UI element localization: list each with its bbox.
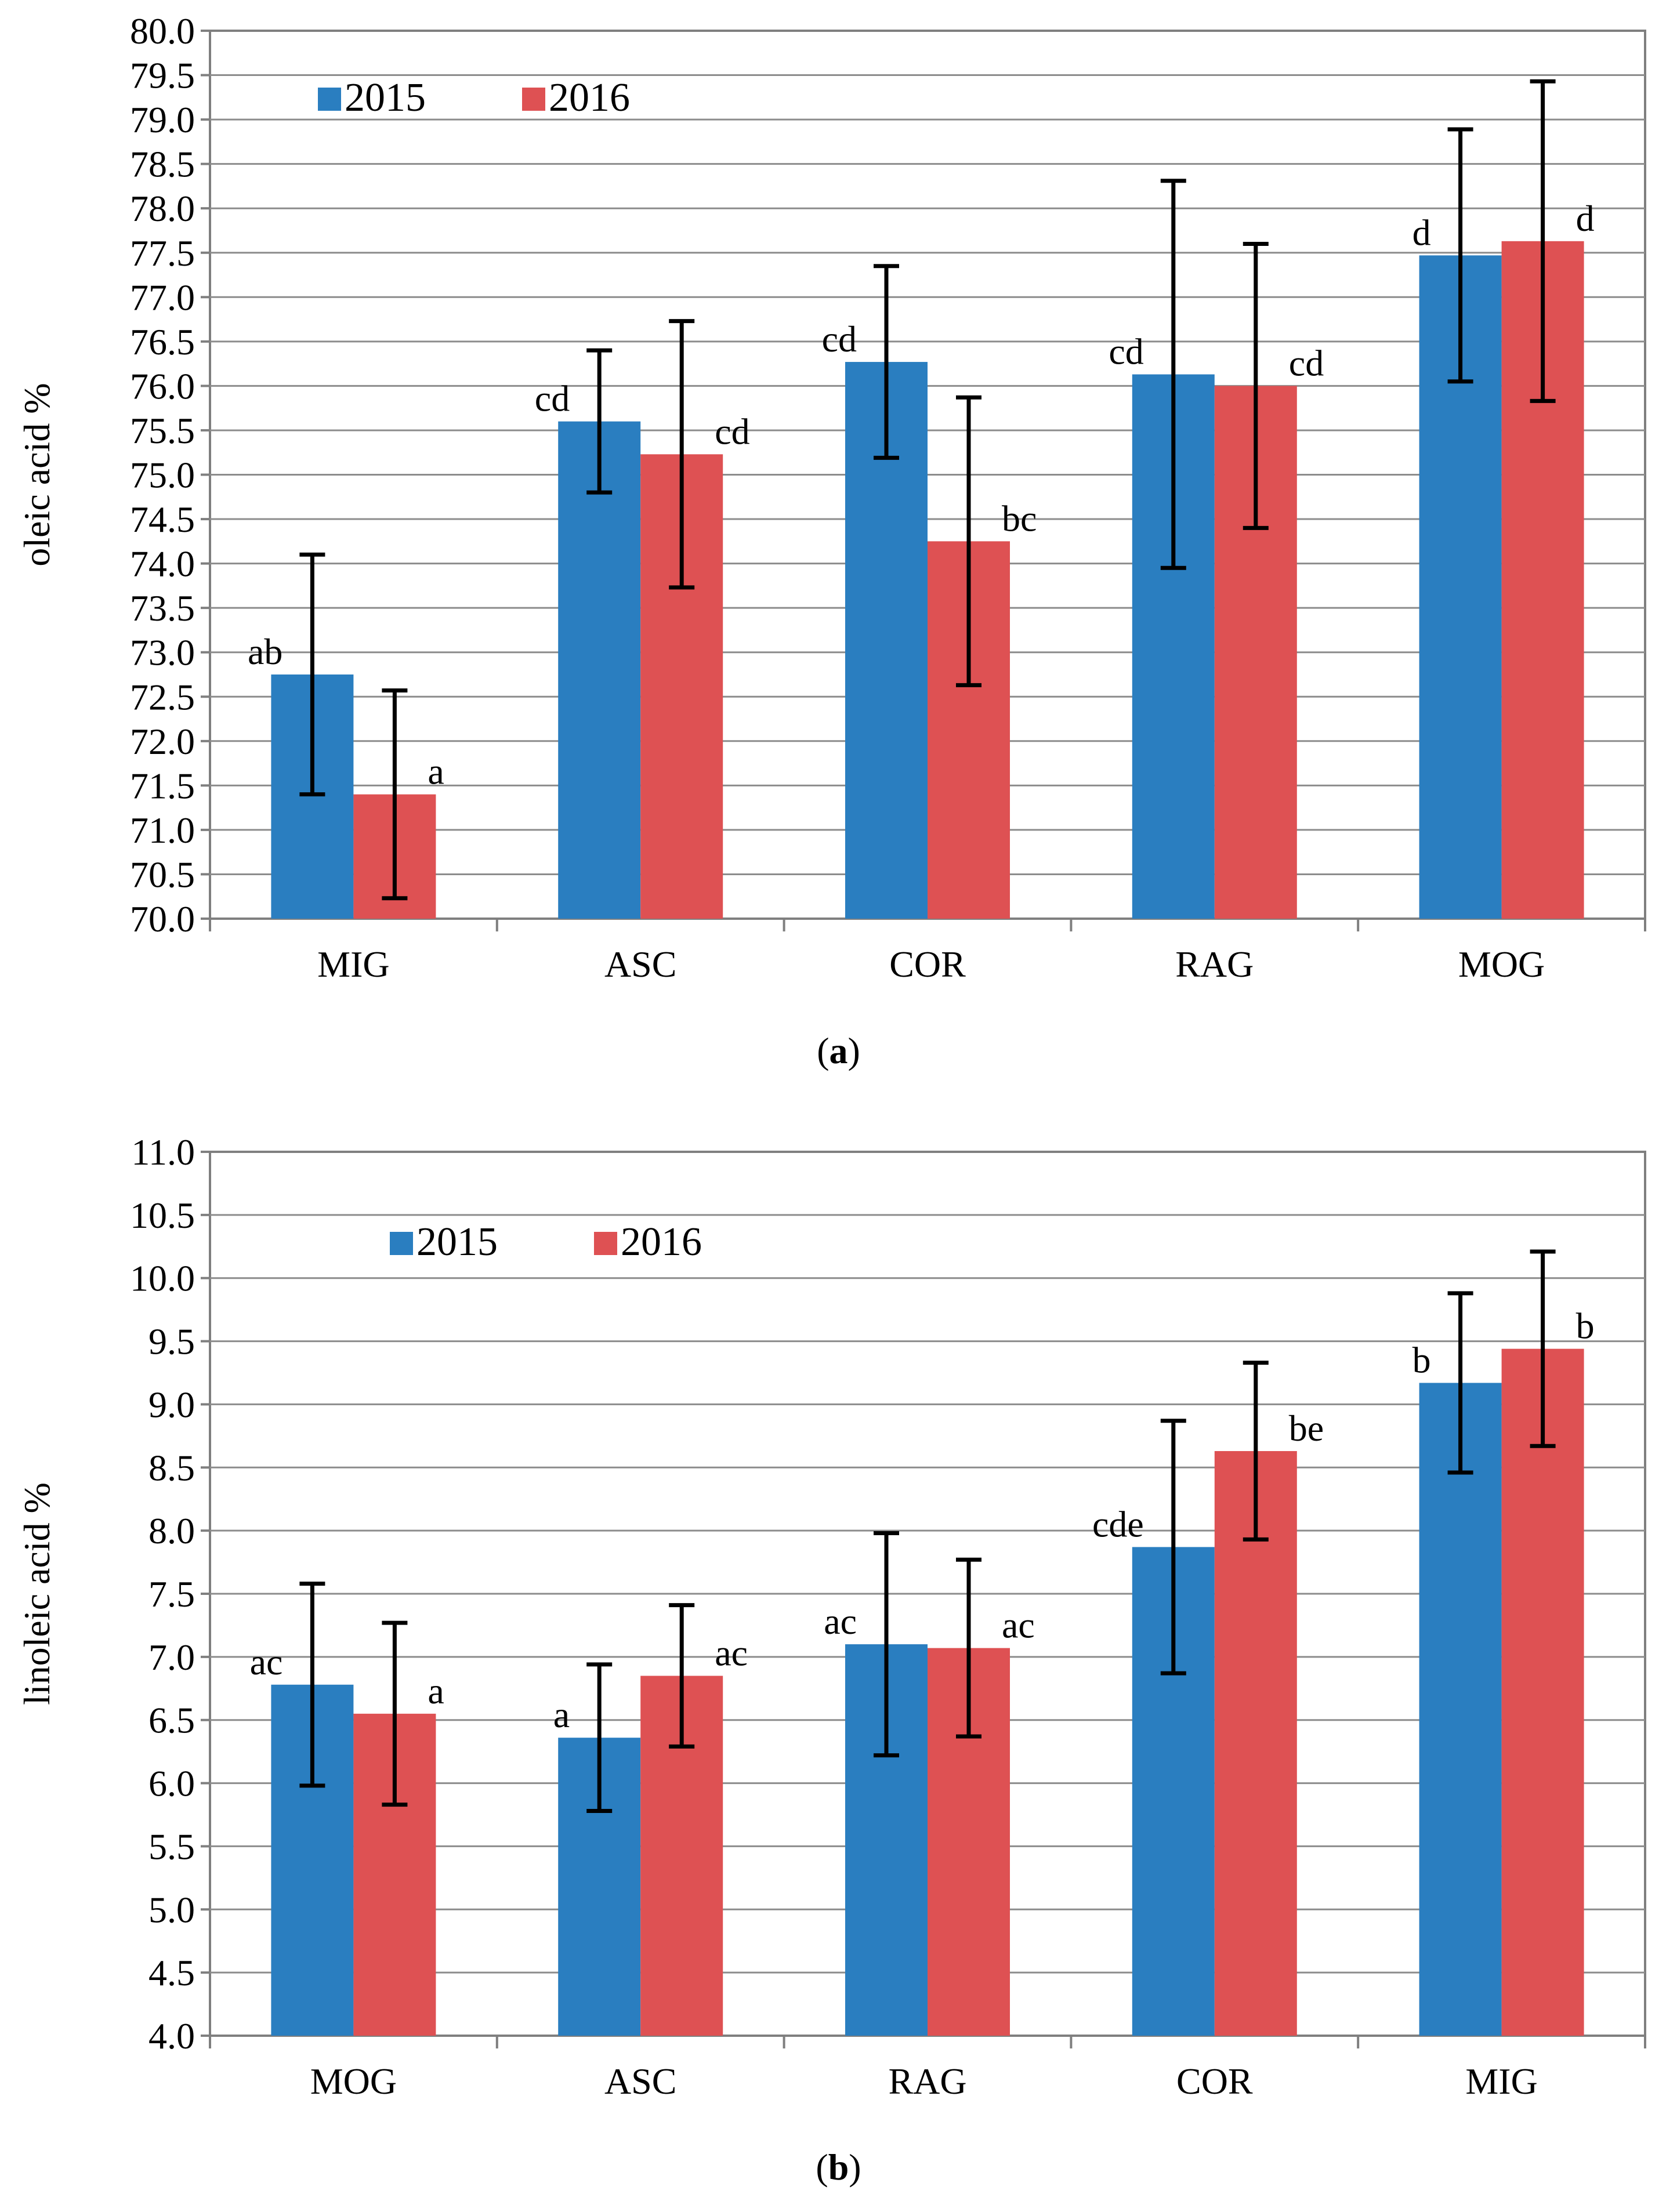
y-tick-label: 73.0 [130,632,195,673]
y-tick-label: 6.5 [148,1700,195,1741]
significance-label: cd [715,411,749,452]
y-tick-label: 79.0 [130,99,195,140]
significance-label: cd [535,378,570,419]
legend-swatch-2015 [318,88,341,111]
significance-label: b [1576,1306,1595,1347]
bar-2016-cor [1214,1451,1297,2036]
y-tick-label: 4.0 [148,2015,195,2057]
y-tick-label: 9.5 [148,1321,195,1362]
bar-2015-mig [1419,1383,1502,2036]
y-tick-label: 75.0 [130,455,195,496]
legend-swatch-2016 [522,88,545,111]
y-tick-label: 76.0 [130,365,195,407]
significance-label: ac [824,1601,857,1642]
x-category-label: RAG [1175,944,1254,985]
y-tick-label: 72.5 [130,676,195,717]
significance-label: cde [1092,1503,1144,1544]
significance-label: cd [1289,342,1324,383]
y-tick-label: 5.5 [148,1826,195,1867]
significance-label: a [428,751,444,792]
significance-label: d [1576,198,1595,239]
y-tick-label: 79.5 [130,55,195,96]
y-tick-label: 7.0 [148,1637,195,1678]
y-tick-label: 70.0 [130,898,195,940]
y-tick-label: 8.5 [148,1447,195,1488]
significance-label: be [1289,1408,1324,1449]
x-category-label: COR [1176,2061,1253,2102]
caption-panel-a: (a) [817,1030,860,1071]
caption-panel-b: (b) [816,2146,861,2188]
y-tick-label: 71.0 [130,810,195,851]
bar-2016-mig [1501,1348,1584,2036]
y-tick-label: 80.0 [130,10,195,52]
y-tick-label: 9.0 [148,1384,195,1425]
legend-label-2015: 2015 [416,1220,498,1264]
y-tick-label: 10.5 [130,1195,195,1236]
y-tick-label: 71.5 [130,765,195,806]
y-tick-label: 78.0 [130,188,195,229]
y-tick-label: 77.0 [130,277,195,318]
y-tick-label: 11.0 [131,1132,195,1173]
y-tick-label: 70.5 [130,854,195,895]
x-category-label: RAG [888,2061,966,2102]
y-tick-label: 4.5 [148,1952,195,1993]
y-tick-label: 76.5 [130,321,195,362]
significance-label: b [1412,1339,1431,1380]
y-tick-label: 7.5 [148,1573,195,1615]
x-category-label: MIG [317,944,389,985]
y-axis-label: oleic acid % [16,383,57,566]
significance-label: ac [250,1641,283,1682]
y-tick-label: 5.0 [148,1889,195,1930]
x-category-label: ASC [604,944,677,985]
y-tick-label: 77.5 [130,233,195,274]
significance-label: ac [715,1633,748,1674]
significance-label: ab [248,631,282,672]
y-tick-label: 74.0 [130,543,195,585]
legend-label-2016: 2016 [621,1220,702,1264]
y-tick-label: 72.0 [130,721,195,762]
x-category-label: COR [889,944,966,985]
x-category-label: MIG [1465,2061,1537,2102]
significance-label: bc [1002,498,1037,539]
x-category-label: ASC [604,2061,677,2102]
significance-label: cd [1109,331,1143,372]
y-tick-label: 74.5 [130,499,195,540]
caption-a-letter: a [829,1030,848,1071]
significance-label: d [1412,212,1431,253]
y-tick-label: 8.0 [148,1510,195,1551]
chart-linoleic-acid: 4.0 4.5 5.0 5.5 6.0 6.5 7.0 7.5 8.0 8.5 9.0 9.5 10.0… [16,1132,1646,2102]
caption-b-letter: b [828,2146,849,2188]
legend-label-2015: 2015 [345,75,426,120]
significance-label: a [428,1670,444,1711]
significance-label: a [553,1694,570,1735]
chart-oleic-acid: 70.070.571.071.572.072.573.073.574.074.5… [16,10,1646,985]
y-tick-label: 75.5 [130,410,195,451]
x-category-label: MOG [310,2061,397,2102]
legend-swatch-2016 [594,1232,617,1255]
bar-2015-asc [558,421,641,919]
y-tick-label: 73.5 [130,588,195,629]
y-axis-label: linoleic acid % [16,1482,57,1705]
significance-label: ac [1002,1605,1035,1646]
x-category-label: MOG [1458,944,1545,985]
legend-label-2016: 2016 [549,75,630,120]
y-tick-label: 78.5 [130,144,195,185]
significance-label: cd [822,318,857,360]
y-tick-label: 10.0 [130,1258,195,1299]
y-tick-label: 6.0 [148,1763,195,1804]
legend-swatch-2015 [390,1232,413,1255]
